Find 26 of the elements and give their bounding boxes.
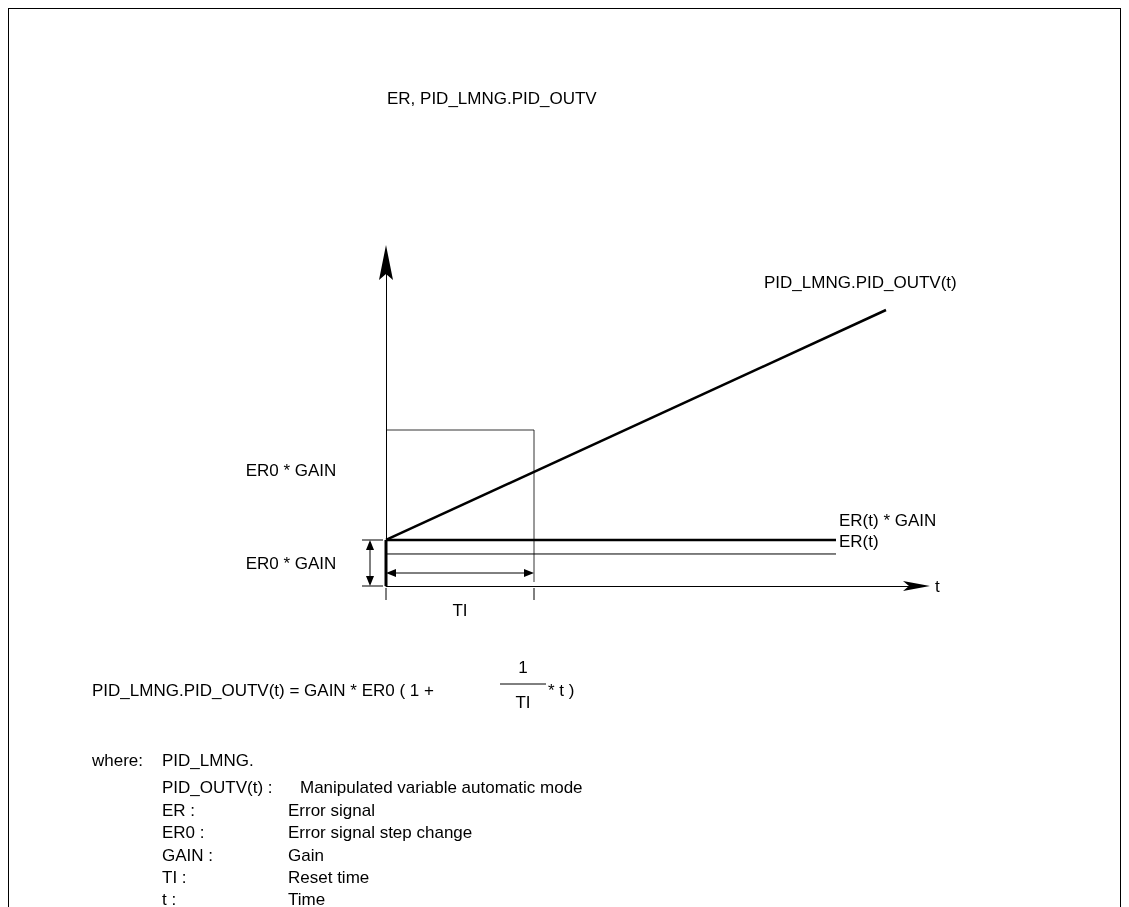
- text: 1: [518, 657, 528, 677]
- text: TI: [452, 600, 468, 620]
- text: ER :: [162, 800, 196, 820]
- text: ER0 * GAIN: [245, 553, 337, 573]
- text: t :: [162, 889, 177, 907]
- text: Manipulated variable automatic mode: [300, 777, 583, 797]
- text: ER, PID_LMNG.PID_OUTV: [387, 88, 598, 108]
- text: PID_OUTV(t) :: [162, 777, 273, 797]
- x-axis-title: t: [935, 576, 940, 596]
- text: TI :: [162, 867, 187, 887]
- series-label: ER(t) * GAIN: [839, 511, 937, 531]
- text: Error signal step change: [288, 822, 473, 842]
- text: Reset time: [288, 867, 370, 887]
- text: GAIN :: [162, 845, 214, 865]
- text: * t ): [548, 680, 575, 700]
- text: TI: [515, 692, 531, 712]
- text: PID_LMNG.: [162, 750, 254, 770]
- text: where:: [91, 750, 144, 770]
- text: Error signal: [288, 800, 375, 820]
- text: PID_LMNG.PID_OUTV(t): [764, 272, 957, 292]
- text: Time: [288, 889, 326, 907]
- series-label: ER(t): [839, 532, 879, 552]
- text: ER0 * GAIN: [245, 460, 337, 480]
- text: PID_LMNG.PID_OUTV(t) = GAIN * ER0 ( 1 +: [92, 680, 435, 700]
- text: ER0 :: [162, 822, 205, 842]
- text: Gain: [288, 845, 324, 865]
